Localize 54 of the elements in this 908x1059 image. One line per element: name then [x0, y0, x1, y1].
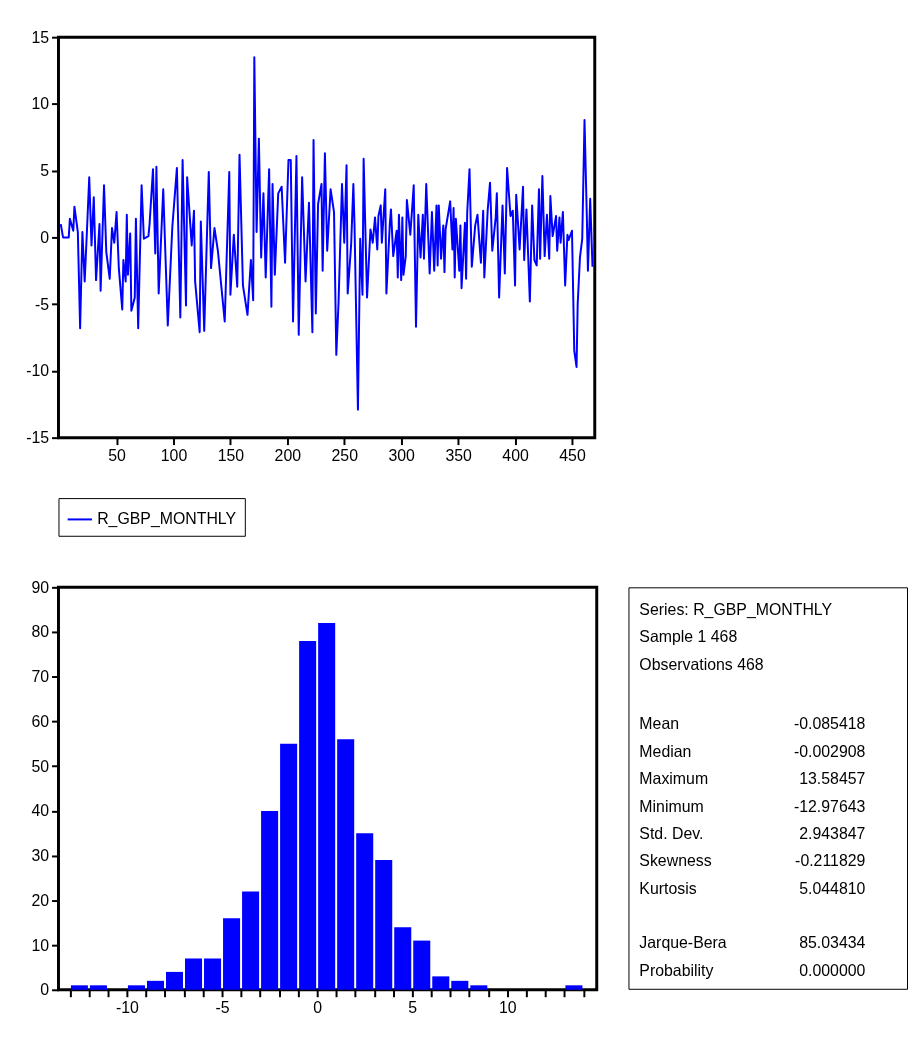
- x-tick-label: 450: [559, 446, 586, 464]
- category-label: Skewness: [639, 852, 712, 870]
- line-series: [59, 56, 594, 411]
- category-label: Median: [639, 742, 692, 760]
- category-label: Mean: [639, 715, 680, 733]
- x-tick-label: 100: [160, 446, 188, 464]
- x-tick-label: 5: [408, 999, 418, 1017]
- data-label: 85.03434: [799, 934, 866, 952]
- y-tick-label: -5: [34, 295, 50, 313]
- text: Sample 1 468: [639, 628, 738, 646]
- data-label: -0.085418: [793, 715, 866, 733]
- text: Observations 468: [639, 655, 764, 673]
- data-label: 0.000000: [799, 961, 866, 979]
- data-label: -0.002908: [793, 742, 866, 760]
- x-tick-label: 150: [217, 446, 245, 464]
- x-tick-label: -5: [215, 999, 230, 1017]
- y-tick-label: -15: [26, 429, 50, 447]
- data-label: 2.943847: [799, 824, 866, 842]
- category-label: Minimum: [639, 797, 704, 815]
- x-tick-label: 10: [499, 999, 517, 1017]
- text: Series: R_GBP_MONTHLY: [639, 601, 833, 620]
- category-label: Kurtosis: [639, 879, 697, 897]
- y-tick-label: 40: [31, 802, 50, 820]
- data-label: -0.211829: [795, 852, 866, 870]
- y-tick-label: 30: [31, 847, 50, 865]
- y-tick-label: -10: [26, 362, 50, 380]
- y-tick-label: 20: [31, 891, 50, 909]
- y-tick-label: 10: [31, 95, 50, 113]
- y-tick-label: 90: [31, 578, 50, 596]
- data-label: 5.044810: [799, 879, 866, 897]
- data-label: -12.97643: [793, 797, 866, 815]
- x-tick-label: 350: [445, 446, 473, 464]
- y-tick-label: 0: [40, 228, 50, 246]
- x-tick-label: 0: [313, 999, 323, 1017]
- category-label: Std. Dev.: [639, 824, 704, 842]
- x-tick-label: -10: [115, 999, 140, 1017]
- x-tick-label: 50: [108, 446, 127, 464]
- y-tick-label: 60: [31, 712, 50, 730]
- data-label: 13.58457: [799, 770, 866, 788]
- y-tick-label: 10: [31, 936, 50, 954]
- y-tick-label: 80: [31, 623, 50, 641]
- legend-label: R_GBP_MONTHLY: [97, 510, 237, 529]
- x-tick-label: 400: [502, 446, 529, 464]
- y-tick-label: 0: [40, 981, 50, 999]
- y-tick-label: 15: [31, 28, 50, 46]
- x-tick-label: 300: [388, 446, 416, 464]
- category-label: Jarque-Bera: [639, 934, 727, 952]
- x-tick-label: 250: [331, 446, 359, 464]
- y-tick-label: 5: [40, 162, 50, 180]
- y-tick-label: 70: [31, 668, 50, 686]
- y-tick-label: 50: [31, 757, 50, 775]
- category-label: Probability: [639, 961, 714, 979]
- x-tick-label: 200: [274, 446, 302, 464]
- category-label: Maximum: [639, 770, 709, 788]
